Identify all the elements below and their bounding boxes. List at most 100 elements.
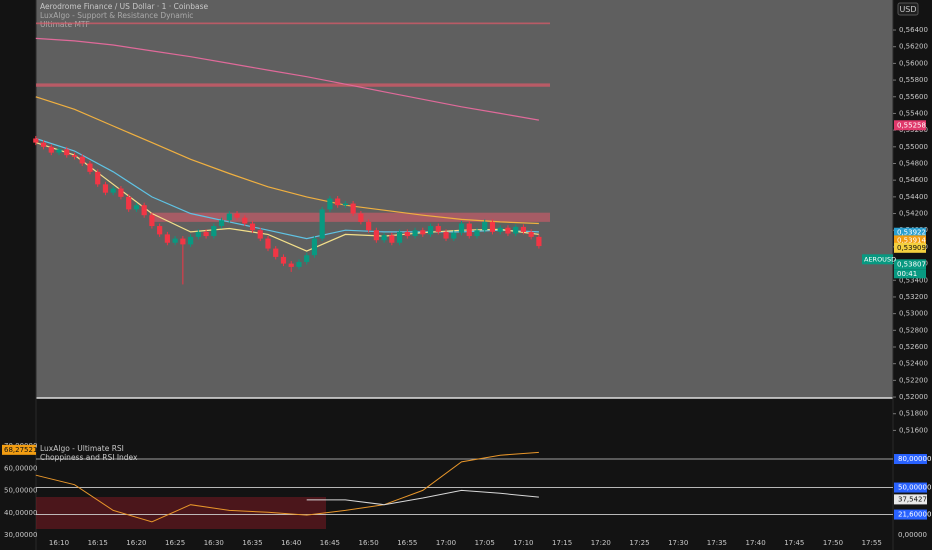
x-tick-label: 16:20 xyxy=(126,539,146,547)
y2-tick-label: 80,00000 xyxy=(898,455,931,463)
candle-body xyxy=(396,231,403,243)
x-tick-label: 17:40 xyxy=(746,539,766,547)
price-label: 0,53922 xyxy=(897,229,926,237)
candle-body xyxy=(133,205,140,210)
chart-title: Aerodrome Finance / US Dollar · 1 · Coin… xyxy=(40,2,209,11)
candle-body xyxy=(48,146,54,153)
y-tick-label: 0,52000 xyxy=(899,393,928,401)
candle-body xyxy=(427,226,434,235)
y-tick-label: 0,56200 xyxy=(899,43,928,51)
candle-body xyxy=(412,230,418,237)
price-label: 0,55258 xyxy=(897,121,926,129)
candle-body xyxy=(249,223,256,231)
x-tick-label: 17:45 xyxy=(784,539,804,547)
candle-body xyxy=(71,155,78,157)
price-pane xyxy=(36,0,893,398)
candle-body xyxy=(33,138,39,143)
indicator-name: LuxAlgo - Ultimate RSI xyxy=(40,444,124,453)
candle-body xyxy=(528,231,534,237)
candle-body xyxy=(458,223,465,233)
y-tick-label: 0,55400 xyxy=(899,109,928,117)
y-tick-label: 0,51600 xyxy=(899,426,928,434)
y-tick-label: 0,51800 xyxy=(899,410,928,418)
candle-body xyxy=(195,231,201,237)
indicator-name: Ultimate MTF xyxy=(40,20,90,29)
candle-body xyxy=(350,203,356,214)
y-tick-label: 0,52400 xyxy=(899,360,928,368)
y-tick-label: 0,53000 xyxy=(899,310,928,318)
y-tick-label: 0,55800 xyxy=(899,76,928,84)
value-label: 37,54271 xyxy=(898,495,931,503)
x-tick-label: 17:50 xyxy=(823,539,843,547)
candle-body xyxy=(389,235,395,243)
currency[interactable]: USD xyxy=(899,5,916,14)
y-tick-label: 0,55000 xyxy=(899,143,928,151)
candle-body xyxy=(404,231,410,237)
candle-body xyxy=(257,230,263,239)
currency-button[interactable] xyxy=(897,2,919,16)
y-tick-label: 0,54200 xyxy=(899,210,928,218)
indicator-line xyxy=(35,37,540,121)
level-label-bg xyxy=(894,454,927,465)
y-tick-label: 0,53200 xyxy=(899,293,928,301)
price-label: 0,53909 xyxy=(897,244,926,252)
candle-body xyxy=(505,227,511,234)
value-label-bg xyxy=(2,444,36,455)
y-tick-label: 0,52800 xyxy=(899,326,928,334)
candle-body xyxy=(451,232,457,239)
level-label-bg xyxy=(894,482,927,493)
symbol-tag: AEROUSD xyxy=(864,255,896,263)
value-label: 68,27521 xyxy=(4,446,37,454)
candle-body xyxy=(420,230,426,235)
x-tick-label: 17:35 xyxy=(707,539,727,547)
y-tick-label: 0,52200 xyxy=(899,376,928,384)
candle-body xyxy=(366,221,372,231)
x-tick-label: 17:55 xyxy=(862,539,882,547)
candle-body xyxy=(489,221,496,232)
candle-body xyxy=(234,213,240,218)
y-tick-label: 0,56000 xyxy=(899,59,928,67)
x-tick-label: 16:25 xyxy=(165,539,185,547)
candle-body xyxy=(64,149,70,156)
candle-body xyxy=(218,220,225,227)
candle-body xyxy=(435,226,441,232)
y-tick-label: 60,00000 xyxy=(4,464,37,472)
candle-body xyxy=(188,236,194,245)
candle-body xyxy=(203,231,209,237)
y-tick-label: 0,55600 xyxy=(899,93,928,101)
candle-body xyxy=(126,196,132,210)
candle-body xyxy=(56,149,62,153)
candle-body xyxy=(40,142,47,147)
candle-body xyxy=(211,226,217,237)
x-tick-label: 17:20 xyxy=(591,539,611,547)
y-tick-label: 50,00000 xyxy=(4,487,37,495)
candle-body xyxy=(381,235,387,241)
x-tick-label: 17:10 xyxy=(513,539,533,547)
candle-body xyxy=(288,263,294,267)
price-label-bg xyxy=(894,227,926,238)
indicator-name: Choppiness and RSI Index xyxy=(40,453,138,462)
indicator-name: LuxAlgo - Support & Resistance Dynamic xyxy=(40,11,193,20)
candle-body xyxy=(102,184,109,193)
value-label-bg xyxy=(894,494,927,505)
candle-body xyxy=(141,205,147,216)
candle-body xyxy=(335,198,341,206)
candle-body xyxy=(242,217,248,224)
price-label: 0,53914 xyxy=(897,236,926,244)
y2-tick-label: 0,00000 xyxy=(898,531,927,539)
candle-body xyxy=(520,226,527,232)
price-label-bg xyxy=(894,242,926,253)
price-label-bg xyxy=(894,120,926,131)
countdown-bg xyxy=(894,269,926,279)
x-tick-label: 17:30 xyxy=(668,539,688,547)
level-label-bg xyxy=(894,509,927,520)
x-tick-label: 17:00 xyxy=(436,539,456,547)
candle-body xyxy=(296,261,302,267)
candle-body xyxy=(172,238,178,243)
candle-body xyxy=(319,209,325,239)
indicator-line xyxy=(35,137,539,240)
candle-body xyxy=(265,238,271,249)
candle-body xyxy=(157,226,163,235)
candle-body xyxy=(273,248,279,257)
candle-body xyxy=(443,231,449,239)
